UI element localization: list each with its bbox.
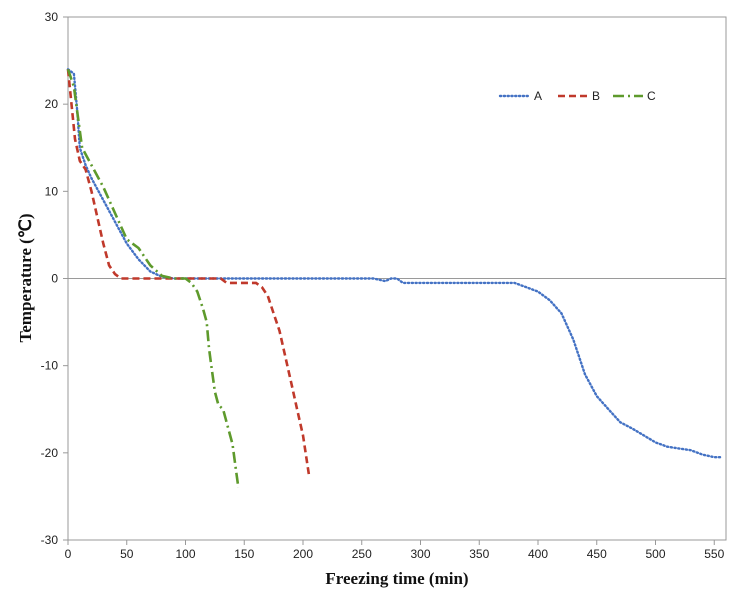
x-tick-label: 300 [410,547,430,561]
x-tick-label: 100 [175,547,195,561]
legend: A B C [498,89,656,103]
x-tick-label: 250 [352,547,372,561]
x-axis-title: Freezing time (min) [325,569,468,588]
x-tick-label: 50 [120,547,134,561]
x-tick-label: 0 [65,547,72,561]
y-tick-label: 0 [51,272,58,286]
x-tick-label: 350 [469,547,489,561]
y-tick-label: 10 [45,184,59,198]
x-tick-label: 150 [234,547,254,561]
y-tick-label: 20 [45,97,59,111]
x-tick-label: 550 [704,547,724,561]
y-tick-label: 30 [45,10,59,24]
series-line-b [66,69,311,475]
x-tick-label: 400 [528,547,548,561]
y-tick-label: -20 [41,446,59,460]
series-lines [66,68,723,488]
legend-label-a: A [534,89,542,103]
x-axis-ticks: 0 50 100 150 200 250 300 350 400 450 500 550 [65,540,725,561]
legend-label-c: C [647,89,656,103]
series-line-a [66,68,723,459]
y-axis-ticks: -30 -20 -10 0 10 20 30 [41,10,68,547]
y-tick-label: -10 [41,359,59,373]
y-tick-label: -30 [41,533,59,547]
x-tick-label: 500 [645,547,665,561]
x-tick-label: 200 [293,547,313,561]
series-line-c [66,68,240,488]
y-axis-title: Temperature (℃) [16,213,35,342]
x-tick-label: 450 [587,547,607,561]
legend-label-b: B [592,89,600,103]
